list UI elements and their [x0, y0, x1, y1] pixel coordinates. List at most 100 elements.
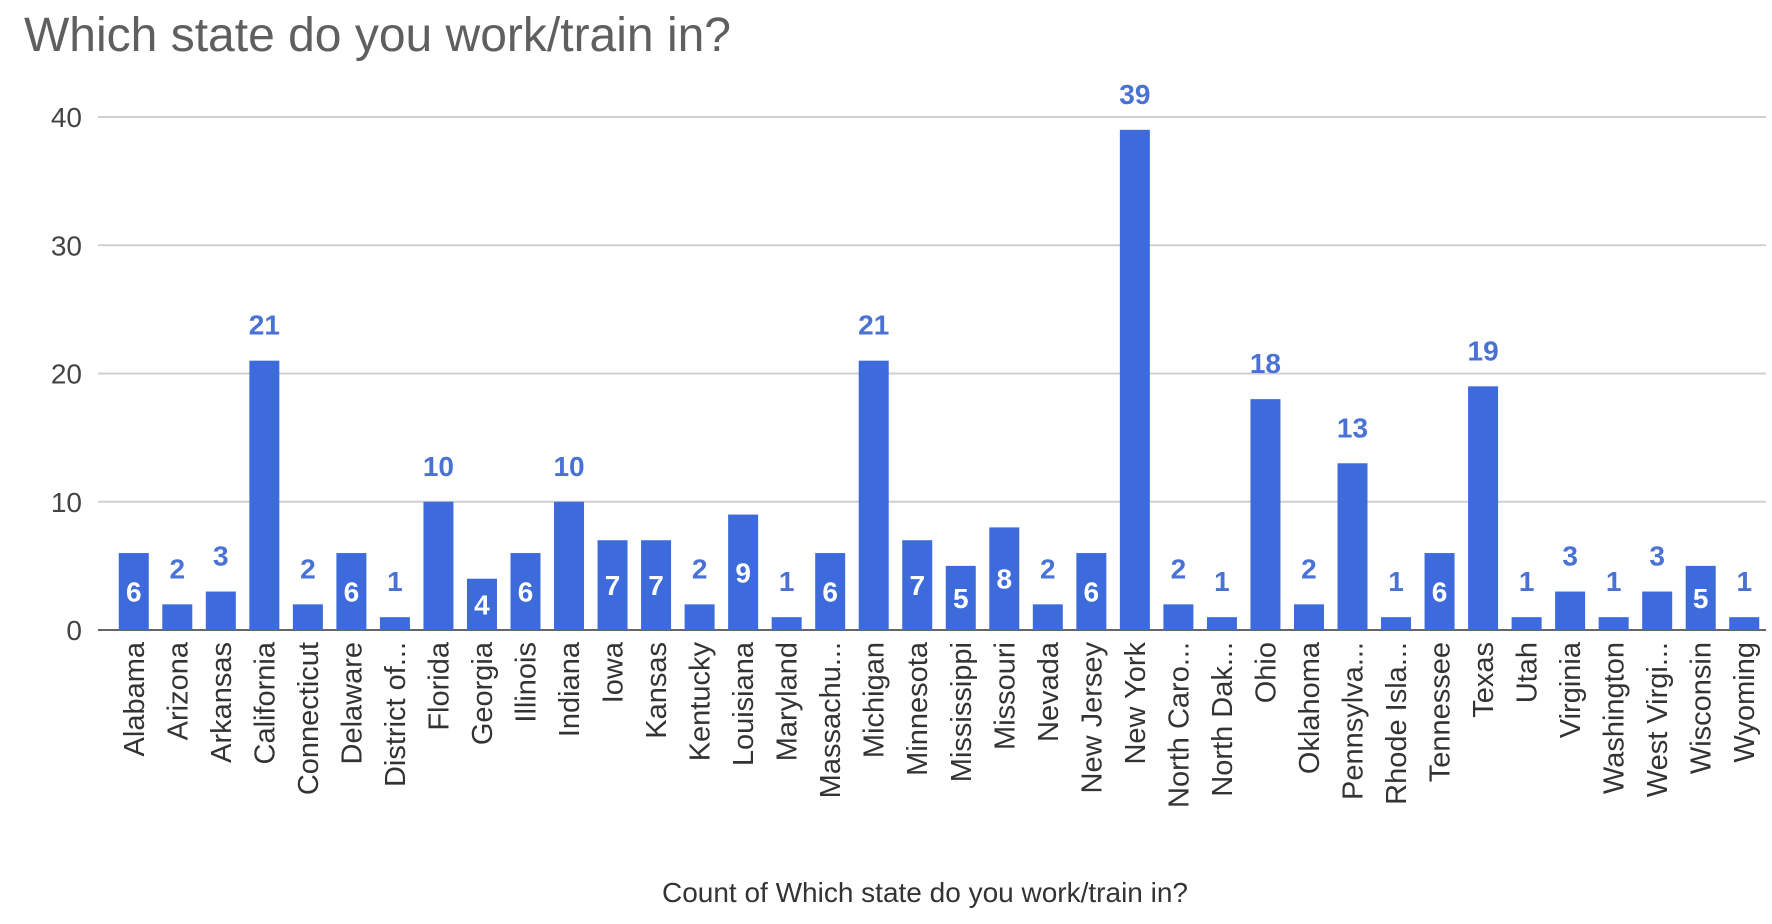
data-label: 1: [1606, 566, 1622, 597]
bar: [1381, 617, 1412, 630]
data-label: 2: [1040, 553, 1056, 584]
bar: [1032, 604, 1063, 630]
data-label: 3: [1649, 541, 1665, 572]
category-label: Nevada: [1033, 641, 1065, 742]
category-label: Arkansas: [206, 642, 238, 763]
category-label: Florida: [423, 641, 455, 731]
bars: [118, 129, 1760, 630]
category-label: Washington: [1599, 642, 1631, 794]
bar: [858, 360, 889, 630]
data-label: 6: [1432, 577, 1448, 608]
bar: [1642, 591, 1673, 630]
data-label: 1: [1519, 566, 1535, 597]
bar: [684, 604, 715, 630]
bar: [1337, 463, 1368, 630]
y-tick-label: 20: [51, 359, 82, 390]
data-label: 3: [213, 541, 229, 572]
bar: [336, 553, 367, 630]
data-label: 9: [735, 557, 751, 588]
bar: [1119, 129, 1150, 630]
category-label: Oklahoma: [1294, 641, 1326, 774]
bar: [1468, 386, 1499, 630]
category-label: Connecticut: [293, 642, 325, 795]
data-label: 21: [249, 310, 280, 341]
bar: [554, 501, 585, 630]
data-label: 5: [1693, 583, 1709, 614]
data-label: 2: [1301, 553, 1317, 584]
bar: [292, 604, 323, 630]
bar: [1250, 399, 1281, 630]
bar: [597, 540, 628, 630]
bar: [1685, 565, 1716, 630]
bar: [510, 553, 541, 630]
data-label: 1: [779, 566, 795, 597]
category-label: Utah: [1512, 642, 1544, 703]
category-label: Maryland: [772, 642, 804, 761]
data-label: 13: [1337, 412, 1368, 443]
category-label: Kentucky: [685, 642, 717, 762]
data-label: 6: [1084, 577, 1100, 608]
data-label: 21: [858, 310, 889, 341]
category-label: Ohio: [1250, 642, 1282, 703]
bar: [815, 553, 846, 630]
data-label: 6: [518, 577, 534, 608]
bar: [249, 360, 280, 630]
chart-title: Which state do you work/train in?: [24, 9, 731, 62]
data-label: 6: [126, 577, 142, 608]
bar: [1076, 553, 1107, 630]
category-label: Arizona: [162, 641, 194, 740]
data-label: 2: [300, 553, 316, 584]
category-label: New York: [1120, 642, 1152, 765]
category-label: Missouri: [989, 642, 1021, 750]
bar: [1598, 617, 1629, 630]
category-label: Louisiana: [728, 641, 760, 766]
category-label: Kansas: [641, 642, 673, 739]
y-axis-ticks: 0 10 20 30 40: [51, 102, 82, 646]
bar: [989, 527, 1020, 630]
data-label: 6: [822, 577, 838, 608]
category-label: Wyoming: [1729, 642, 1761, 763]
bar: [641, 540, 672, 630]
category-label: New Jersey: [1076, 642, 1108, 794]
category-label: North Dak...: [1207, 642, 1239, 797]
y-tick-label: 10: [51, 487, 82, 518]
x-axis-categories: Alabama Arizona Arkansas California Connecti…: [119, 641, 1761, 808]
category-label: Virginia: [1555, 641, 1587, 738]
x-axis-title: Count of Which state do you work/train i…: [662, 877, 1188, 908]
data-label: 39: [1119, 79, 1150, 110]
data-label: 10: [423, 451, 454, 482]
bar: [1555, 591, 1586, 630]
bar: [205, 591, 236, 630]
category-label: Georgia: [467, 641, 499, 745]
data-label: 19: [1468, 335, 1499, 366]
data-label: 1: [1388, 566, 1404, 597]
category-label: Delaware: [336, 642, 368, 765]
category-label: Michigan: [859, 642, 891, 758]
category-label: Texas: [1468, 642, 1500, 718]
data-label: 7: [648, 570, 664, 601]
bar: [379, 617, 410, 630]
category-label: Massachu...: [815, 642, 847, 798]
bar: [771, 617, 802, 630]
category-label: North Caro...: [1163, 642, 1195, 808]
category-label: Illinois: [511, 642, 543, 723]
data-label: 2: [692, 553, 708, 584]
category-label: Minnesota: [902, 641, 934, 776]
bar: [902, 540, 933, 630]
data-label: 2: [170, 553, 186, 584]
bar: [466, 578, 497, 630]
data-label: 5: [953, 583, 969, 614]
category-label: Indiana: [554, 641, 586, 737]
category-label: Rhode Isla...: [1381, 642, 1413, 805]
bar: [945, 565, 976, 630]
bar: [1424, 553, 1455, 630]
category-label: California: [249, 641, 281, 764]
category-label: District of...: [380, 642, 412, 787]
bar: [728, 514, 759, 630]
data-label: 3: [1562, 541, 1578, 572]
data-label: 7: [909, 570, 925, 601]
category-label: Wisconsin: [1686, 642, 1718, 774]
y-tick-label: 40: [51, 102, 82, 133]
data-label: 10: [553, 451, 584, 482]
